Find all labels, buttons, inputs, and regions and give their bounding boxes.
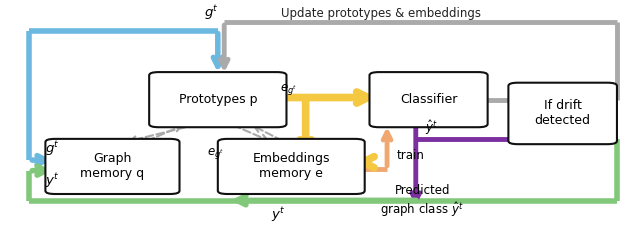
Text: Predicted
graph class $\hat{y}^t$: Predicted graph class $\hat{y}^t$ [380,185,464,219]
Text: Classifier: Classifier [400,93,457,106]
FancyBboxPatch shape [508,83,617,144]
Text: $y^t$: $y^t$ [45,172,60,190]
Text: train: train [397,149,424,162]
Text: If drift
detected: If drift detected [534,99,591,127]
Text: $\hat{y}^t$: $\hat{y}^t$ [426,118,438,137]
Text: Update prototypes & embeddings: Update prototypes & embeddings [281,7,481,20]
Text: Embeddings
memory e: Embeddings memory e [253,153,330,180]
Text: $e_{g^t}$: $e_{g^t}$ [280,81,298,96]
FancyBboxPatch shape [218,139,365,194]
FancyBboxPatch shape [45,139,179,194]
Text: Graph
memory q: Graph memory q [81,153,145,180]
FancyBboxPatch shape [369,72,488,127]
Text: $g^t$: $g^t$ [45,139,60,158]
Text: $g^t$: $g^t$ [204,4,219,22]
Text: Prototypes p: Prototypes p [179,93,257,106]
Text: $e_{g^t}$: $e_{g^t}$ [207,146,224,161]
FancyBboxPatch shape [149,72,287,127]
Text: $y^t$: $y^t$ [271,206,286,224]
